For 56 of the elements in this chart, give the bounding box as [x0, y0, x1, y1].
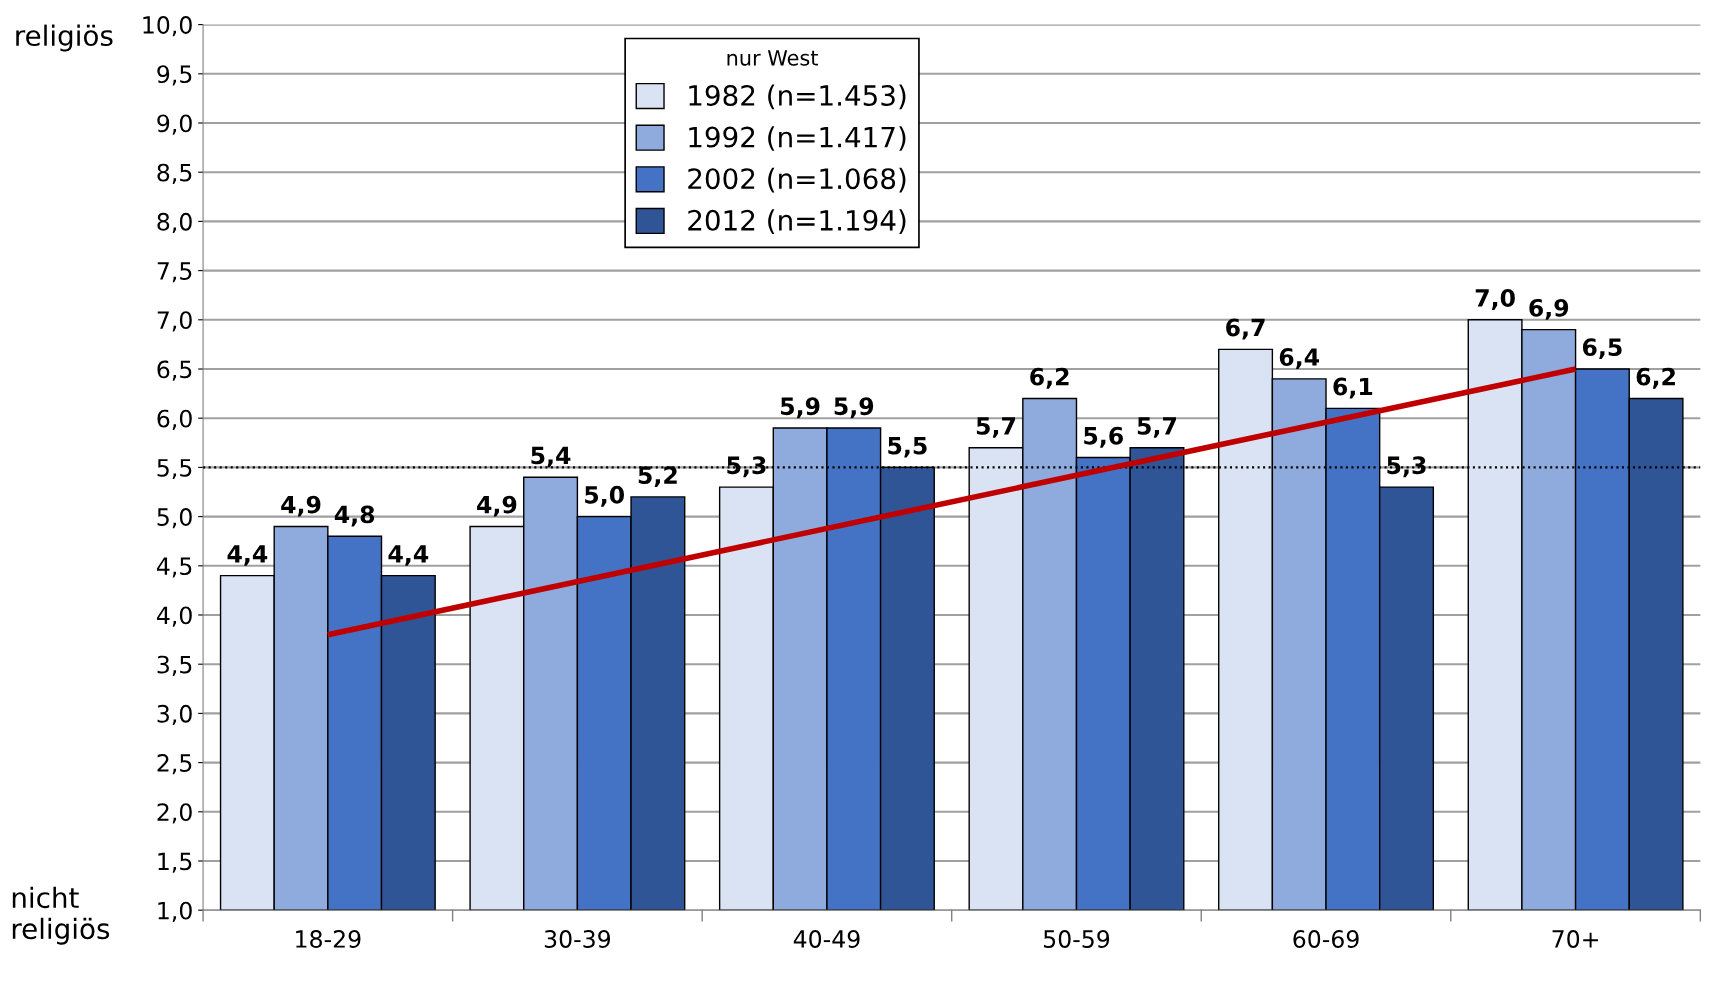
y-tick-label: 1,5	[158, 852, 192, 873]
data-label: 5,3	[727, 456, 766, 478]
y-tick-label: 5,0	[157, 508, 192, 529]
data-label: 5,2	[638, 466, 677, 488]
data-label: 4,9	[477, 495, 517, 517]
y-tick-label: 9,0	[157, 114, 192, 135]
data-label: 4,8	[334, 505, 375, 527]
legend-label: 1982 (n=1.453)	[689, 84, 906, 110]
legend-title: nur West	[727, 50, 818, 66]
data-label: 7,0	[1475, 289, 1515, 310]
y-tick-label: 1,0	[158, 901, 192, 922]
y-tick-label: 7,0	[157, 311, 192, 332]
data-label: 6,1	[1333, 377, 1373, 399]
data-label: 6,9	[1529, 298, 1569, 320]
data-label: 4,4	[388, 545, 429, 566]
data-label: 5,3	[1387, 456, 1426, 478]
legend-label: 2012 (n=1.194)	[688, 209, 906, 235]
x-tick-label: 30-39	[544, 930, 611, 948]
text: religiös	[16, 24, 113, 52]
x-tick-label: 40-49	[793, 930, 860, 948]
x-tick-label: 60-69	[1293, 930, 1359, 948]
y-tick-label: 7,5	[157, 262, 192, 283]
x-tick-label: 50-59	[1044, 930, 1110, 948]
text: nicht religiös	[12, 886, 110, 945]
data-label: 6,2	[1636, 367, 1675, 389]
y-tick-label: 5,5	[157, 459, 192, 480]
x-tick-label: 70+	[1552, 930, 1598, 948]
data-label: 5,7	[976, 417, 1016, 438]
data-label: 6,7	[1226, 318, 1265, 340]
y-tick-label: 4,0	[156, 606, 192, 627]
data-label: 5,5	[888, 436, 927, 458]
data-label: 6,2	[1030, 367, 1069, 389]
data-label: 5,7	[1137, 417, 1176, 438]
data-label: 5,0	[585, 485, 625, 507]
data-label: 6,5	[1582, 338, 1622, 360]
legend-label: 2002 (n=1.068)	[688, 167, 906, 193]
y-tick-label: 3,0	[157, 704, 192, 726]
y-tick-label: 2,5	[157, 754, 192, 775]
y-tick-label: 4,5	[156, 557, 192, 578]
y-tick-label: 2,0	[157, 803, 192, 824]
data-label: 4,4	[227, 545, 268, 566]
y-tick-label: 8,0	[157, 212, 192, 234]
y-tick-label: 10,0	[143, 16, 192, 37]
y-tick-label: 9,5	[157, 65, 192, 86]
y-tick-label: 6,0	[157, 409, 192, 430]
data-label: 5,9	[834, 397, 874, 419]
legend-label: 1992 (n=1.417)	[689, 126, 906, 151]
data-label: 6,4	[1279, 348, 1320, 369]
data-label: 5,9	[781, 397, 820, 419]
y-tick-label: 3,5	[157, 655, 192, 676]
data-label: 5,4	[531, 446, 571, 468]
data-label: 4,9	[281, 495, 321, 517]
data-label: 5,6	[1084, 426, 1123, 448]
x-tick-label: 18-29	[296, 930, 361, 948]
y-tick-label: 6,5	[157, 360, 192, 381]
y-tick-label: 8,5	[157, 163, 192, 184]
